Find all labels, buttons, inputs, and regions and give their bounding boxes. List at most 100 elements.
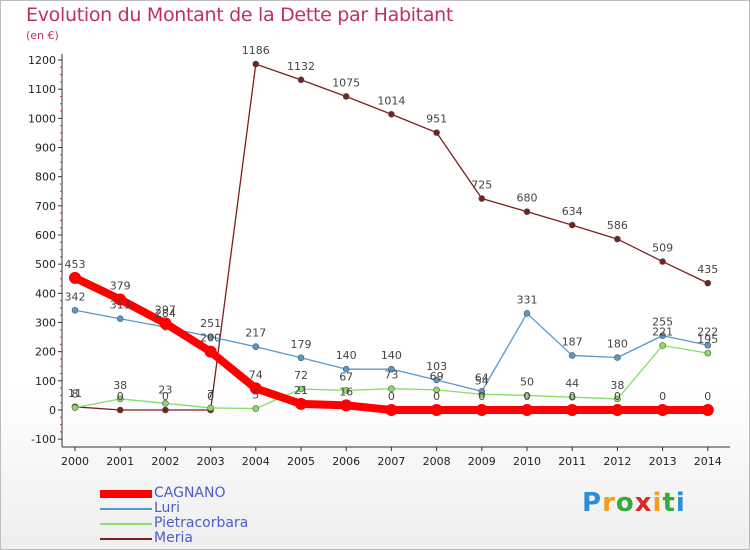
x-tick-label: 2002: [151, 455, 179, 468]
data-point-meria: [342, 93, 350, 100]
data-point-pietracorbara: [342, 387, 350, 394]
data-label-cagnano: 0: [614, 390, 621, 403]
data-point-luri: [297, 354, 305, 362]
data-label-meria: 509: [652, 242, 673, 255]
data-point-meria: [252, 60, 260, 68]
logo-letter: x: [634, 488, 653, 518]
y-tick-label: 400: [35, 287, 56, 300]
logo-letter: t: [662, 488, 676, 518]
data-point-meria: [388, 110, 395, 118]
data-label-meria: 0: [207, 390, 214, 403]
data-point-pietracorbara: [659, 342, 666, 349]
legend-swatch-luri: [100, 508, 152, 510]
data-label-cagnano: 21: [294, 384, 308, 397]
data-point-luri: [614, 354, 621, 361]
data-point-pietracorbara: [116, 395, 124, 403]
x-tick-label: 2000: [61, 455, 89, 468]
data-point-cagnano: [521, 404, 533, 416]
chart-subtitle: (en €): [26, 29, 59, 42]
data-label-luri: 251: [200, 317, 221, 330]
logo-letter: i: [652, 488, 663, 518]
legend-label: Meria: [154, 530, 193, 546]
data-label-meria: 1014: [377, 94, 405, 107]
data-point-pietracorbara: [297, 385, 305, 393]
data-label-cagnano: 0: [704, 390, 711, 403]
line-chart: 1200110010009008007006005004003002001000…: [28, 44, 730, 468]
data-label-luri: 284: [155, 307, 176, 320]
data-label-cagnano: 200: [200, 332, 221, 345]
data-point-luri: [207, 333, 214, 341]
legend-label: Luri: [154, 500, 181, 516]
x-tick-label: 2003: [197, 455, 225, 468]
data-label-cagnano: 0: [433, 390, 440, 403]
data-label-cagnano: 0: [659, 390, 666, 403]
data-point-luri: [342, 365, 350, 373]
data-label-pietracorbara: 69: [430, 370, 444, 383]
data-point-pietracorbara: [523, 392, 531, 399]
data-label-cagnano: 74: [249, 368, 263, 381]
data-label-luri: 179: [291, 338, 312, 351]
data-label-luri: 187: [562, 335, 583, 348]
data-label-meria: 0: [162, 390, 169, 403]
data-point-pietracorbara: [388, 385, 395, 393]
data-label-meria: 1075: [332, 76, 360, 89]
data-point-meria: [116, 406, 124, 414]
x-tick-label: 2004: [242, 455, 270, 468]
data-point-luri: [659, 332, 666, 339]
data-label-meria: 586: [607, 219, 628, 232]
chart-title: Evolution du Montant de la Dette par Hab…: [26, 4, 454, 26]
data-point-cagnano: [701, 404, 714, 416]
y-tick-label: -100: [31, 433, 56, 446]
data-label-luri: 140: [381, 349, 402, 362]
x-tick-label: 2010: [513, 455, 541, 468]
logo-letter: P: [582, 488, 603, 518]
data-point-cagnano: [385, 404, 398, 416]
data-point-pietracorbara: [207, 404, 214, 412]
data-label-pietracorbara: 73: [384, 369, 398, 382]
data-point-meria: [614, 235, 621, 243]
data-point-cagnano: [159, 317, 172, 330]
data-point-luri: [433, 376, 440, 384]
x-tick-label: 2001: [106, 455, 134, 468]
data-label-meria: 435: [697, 263, 718, 276]
data-point-cagnano: [69, 271, 81, 284]
data-label-meria: 0: [117, 390, 124, 403]
x-tick-label: 2012: [603, 455, 631, 468]
data-point-meria: [297, 76, 305, 84]
data-label-cagnano: 0: [478, 390, 485, 403]
data-label-luri: 180: [607, 338, 628, 351]
data-point-cagnano: [249, 382, 262, 395]
data-point-pietracorbara: [71, 404, 79, 411]
data-label-pietracorbara: 50: [520, 375, 534, 388]
chart-series: [69, 60, 714, 416]
data-point-luri: [704, 341, 712, 349]
data-point-meria: [523, 208, 531, 215]
data-label-cagnano: 453: [65, 258, 86, 271]
x-tick-label: 2009: [468, 455, 496, 468]
data-point-cagnano: [566, 404, 579, 416]
data-point-cagnano: [656, 404, 669, 416]
data-point-luri: [116, 315, 124, 323]
data-point-pietracorbara: [433, 386, 440, 394]
x-tick-label: 2006: [332, 455, 360, 468]
y-tick-label: 200: [35, 346, 56, 359]
legend-swatch-pietracorbara: [100, 523, 152, 525]
data-point-cagnano: [430, 404, 443, 416]
x-tick-label: 2013: [649, 455, 677, 468]
data-label-cagnano: 297: [155, 303, 176, 316]
data-point-cagnano: [204, 345, 217, 358]
data-point-cagnano: [340, 399, 353, 412]
data-label-luri: 222: [697, 325, 718, 338]
data-label-luri: 331: [517, 293, 538, 306]
data-point-cagnano: [114, 293, 127, 306]
data-label-pietracorbara: 38: [113, 379, 127, 392]
data-label-luri: 64: [475, 371, 489, 384]
data-label-luri: 342: [65, 290, 86, 303]
data-point-pietracorbara: [568, 393, 576, 401]
data-label-pietracorbara: 54: [475, 374, 489, 387]
data-label-cagnano: 0: [569, 390, 576, 403]
data-point-meria: [704, 279, 712, 287]
data-label-pietracorbara: 67: [339, 370, 353, 383]
data-point-pietracorbara: [162, 399, 169, 407]
data-label-cagnano: 16: [339, 385, 353, 398]
